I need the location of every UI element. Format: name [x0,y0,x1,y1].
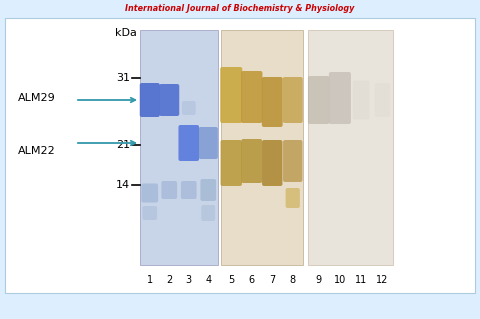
Text: 12: 12 [376,275,389,285]
FancyBboxPatch shape [283,140,302,182]
FancyBboxPatch shape [329,72,351,124]
Bar [140,30,218,265]
FancyBboxPatch shape [286,188,300,208]
FancyBboxPatch shape [220,67,242,123]
FancyBboxPatch shape [262,140,282,186]
FancyBboxPatch shape [143,206,157,220]
Bar [221,30,303,265]
FancyBboxPatch shape [262,77,283,127]
Text: 5: 5 [228,275,234,285]
FancyBboxPatch shape [241,139,262,183]
FancyBboxPatch shape [353,80,370,120]
Text: kDa: kDa [115,28,137,38]
FancyBboxPatch shape [283,77,303,123]
Text: 8: 8 [290,275,296,285]
FancyBboxPatch shape [142,183,158,203]
FancyBboxPatch shape [202,205,215,221]
FancyBboxPatch shape [241,71,263,123]
FancyBboxPatch shape [140,83,160,117]
FancyBboxPatch shape [182,101,196,115]
Text: 9: 9 [315,275,322,285]
Text: 4: 4 [205,275,211,285]
Text: 6: 6 [249,275,255,285]
Text: 7: 7 [269,275,276,285]
FancyBboxPatch shape [181,181,197,199]
Text: ALM29: ALM29 [18,93,56,103]
Text: International Journal of Biochemistry & Physiology: International Journal of Biochemistry & … [125,4,355,13]
FancyBboxPatch shape [220,140,242,186]
FancyBboxPatch shape [308,76,329,124]
FancyBboxPatch shape [5,18,475,293]
FancyBboxPatch shape [199,127,218,159]
Text: 31: 31 [116,73,130,83]
FancyBboxPatch shape [161,181,177,199]
Text: 14: 14 [116,180,130,190]
FancyBboxPatch shape [179,125,199,161]
Text: 2: 2 [166,275,172,285]
Text: 21: 21 [116,140,130,150]
FancyBboxPatch shape [159,84,179,116]
Text: 1: 1 [147,275,153,285]
Text: ALM22: ALM22 [18,146,56,156]
FancyBboxPatch shape [374,83,390,117]
Bar [308,30,393,265]
Text: 11: 11 [355,275,367,285]
FancyBboxPatch shape [201,179,216,201]
Text: 10: 10 [334,275,346,285]
Text: 3: 3 [186,275,192,285]
